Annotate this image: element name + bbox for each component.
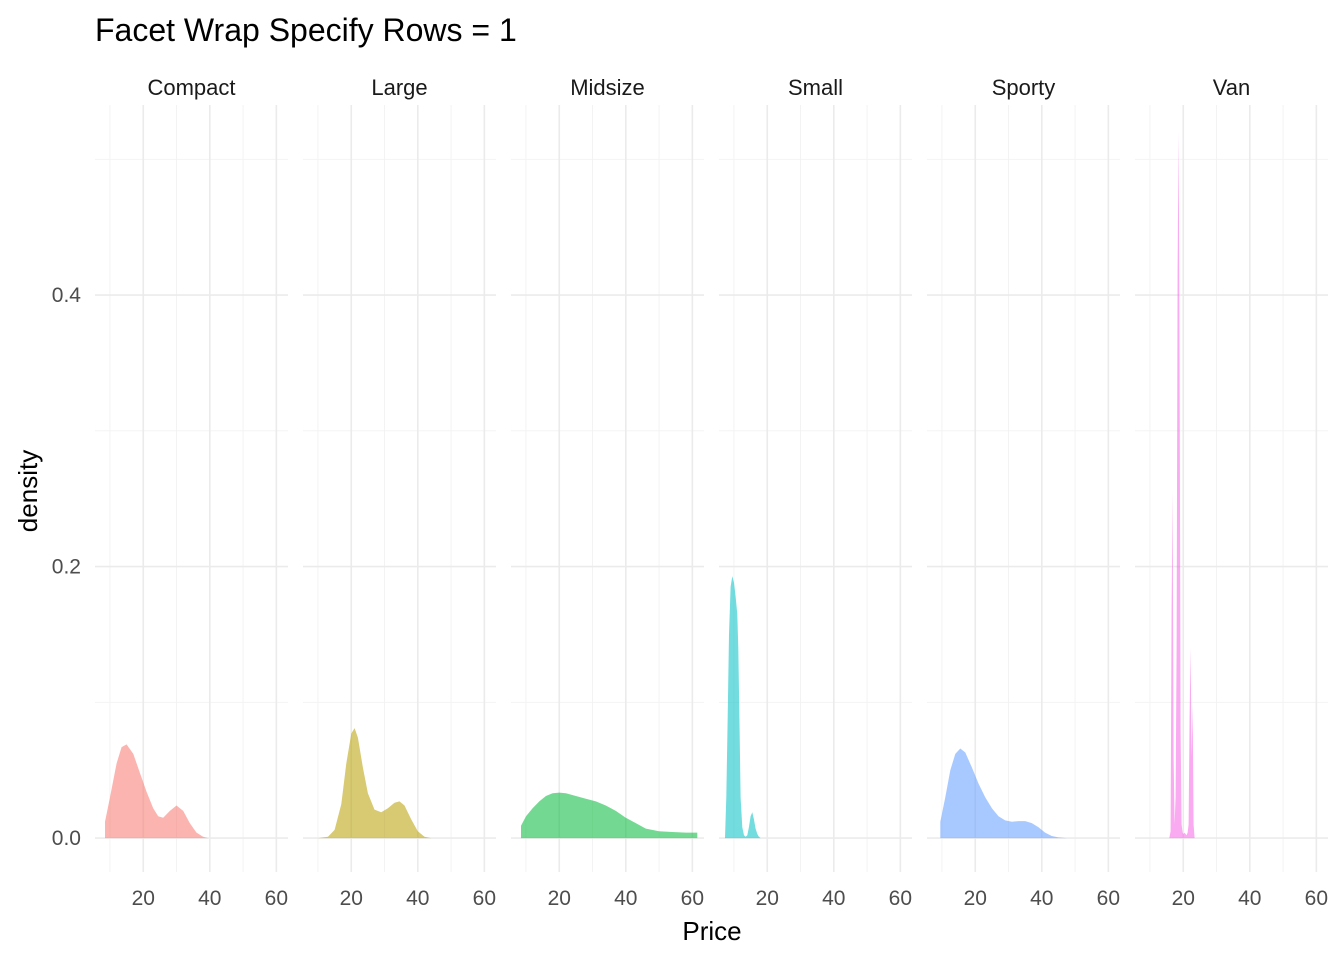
facet-panel-compact: Compact 20 40 60 [95, 75, 288, 910]
density-area-compact [105, 744, 209, 839]
density-area-small [725, 576, 763, 839]
facet-strip-label: Midsize [570, 75, 645, 100]
facet-panel-large: Large 20 40 60 [303, 75, 496, 910]
x-tick-label: 60 [889, 887, 912, 910]
x-tick-label: 20 [548, 887, 571, 910]
facet-panel-sporty: Sporty 20 40 60 [927, 75, 1120, 910]
x-tick-label: 40 [822, 887, 845, 910]
panel-grid [303, 105, 496, 872]
x-tick-label: 40 [1238, 887, 1261, 910]
density-area-large [318, 728, 432, 839]
facet-strip-label: Van [1213, 75, 1251, 100]
x-tick-label: 60 [265, 887, 288, 910]
x-tick-label: 20 [340, 887, 363, 910]
x-tick-label: 60 [1097, 887, 1120, 910]
x-tick-label: 40 [1030, 887, 1053, 910]
x-tick-label: 60 [1305, 887, 1328, 910]
panel-grid [511, 105, 704, 872]
facet-strip-label: Small [788, 75, 843, 100]
y-tick-label: 0.2 [52, 556, 81, 579]
y-axis-title: density [13, 450, 43, 532]
x-tick-label: 20 [964, 887, 987, 910]
x-tick-label: 20 [756, 887, 779, 910]
facet-strip-label: Compact [147, 75, 235, 100]
panel-grid [719, 105, 912, 872]
y-axis: 0.0 0.2 0.4 [52, 284, 82, 850]
x-axis-title: Price [682, 916, 741, 946]
density-area-sporty [940, 748, 1067, 839]
x-tick-label: 40 [198, 887, 221, 910]
density-area-van [1169, 132, 1195, 839]
facet-strip-label: Sporty [992, 75, 1056, 100]
x-tick-label: 20 [132, 887, 155, 910]
y-tick-label: 0.4 [52, 284, 82, 307]
panel-grid [927, 105, 1120, 872]
x-tick-label: 40 [406, 887, 429, 910]
x-tick-label: 20 [1172, 887, 1195, 910]
panel-grid [1135, 105, 1328, 872]
panel-grid [95, 105, 288, 872]
facet-strip-label: Large [371, 75, 427, 100]
x-tick-label: 60 [681, 887, 704, 910]
facet-panel-van: Van 20 40 60 [1135, 75, 1328, 910]
x-tick-label: 60 [473, 887, 496, 910]
x-tick-label: 40 [614, 887, 637, 910]
y-tick-label: 0.0 [52, 827, 81, 850]
facet-panel-midsize: Midsize 20 40 60 [511, 75, 704, 910]
chart-title: Facet Wrap Specify Rows = 1 [95, 12, 517, 48]
facet-panel-small: Small 20 40 60 [719, 75, 912, 910]
density-area-midsize [521, 792, 698, 839]
